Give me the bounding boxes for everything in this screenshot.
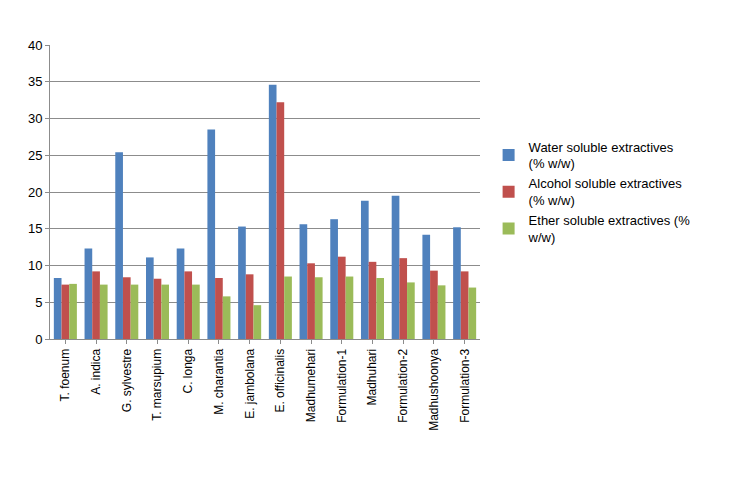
svg-text:Formulation-2: Formulation-2 (396, 348, 410, 422)
svg-text:Alcohol soluble extractives(%: Alcohol soluble extractives(% w/w) (529, 176, 683, 208)
svg-text:Madhuhari: Madhuhari (365, 349, 379, 406)
svg-text:35: 35 (28, 74, 42, 89)
svg-text:C. longa: C. longa (181, 348, 195, 393)
svg-text:20: 20 (28, 185, 42, 200)
svg-text:Formulation-3: Formulation-3 (458, 348, 472, 422)
svg-text:5: 5 (35, 295, 42, 310)
svg-text:Madhumehari: Madhumehari (304, 349, 318, 422)
svg-text:Formulation-1: Formulation-1 (335, 348, 349, 422)
svg-text:40: 40 (28, 38, 42, 53)
svg-text:0: 0 (35, 332, 42, 347)
svg-text:G. sylvestre: G. sylvestre (120, 348, 134, 412)
svg-text:A. indica: A. indica (89, 348, 103, 394)
svg-text:15: 15 (28, 221, 42, 236)
svg-text:T. foenum: T. foenum (58, 349, 72, 402)
svg-text:10: 10 (28, 258, 42, 273)
svg-text:E. jambolana: E. jambolana (243, 348, 257, 418)
svg-text:T. marsupium: T. marsupium (150, 349, 164, 421)
svg-text:30: 30 (28, 111, 42, 126)
svg-text:25: 25 (28, 148, 42, 163)
svg-text:M. charantia: M. charantia (212, 348, 226, 414)
svg-text:E. officinalis: E. officinalis (273, 349, 287, 413)
svg-text:Madhushoonya: Madhushoonya (427, 348, 441, 430)
svg-text:Ether soluble extractives (%w/: Ether soluble extractives (%w/w) (528, 213, 691, 245)
svg-text:Water soluble extractives (% w: Water soluble extractives (% w/w) (529, 140, 677, 172)
